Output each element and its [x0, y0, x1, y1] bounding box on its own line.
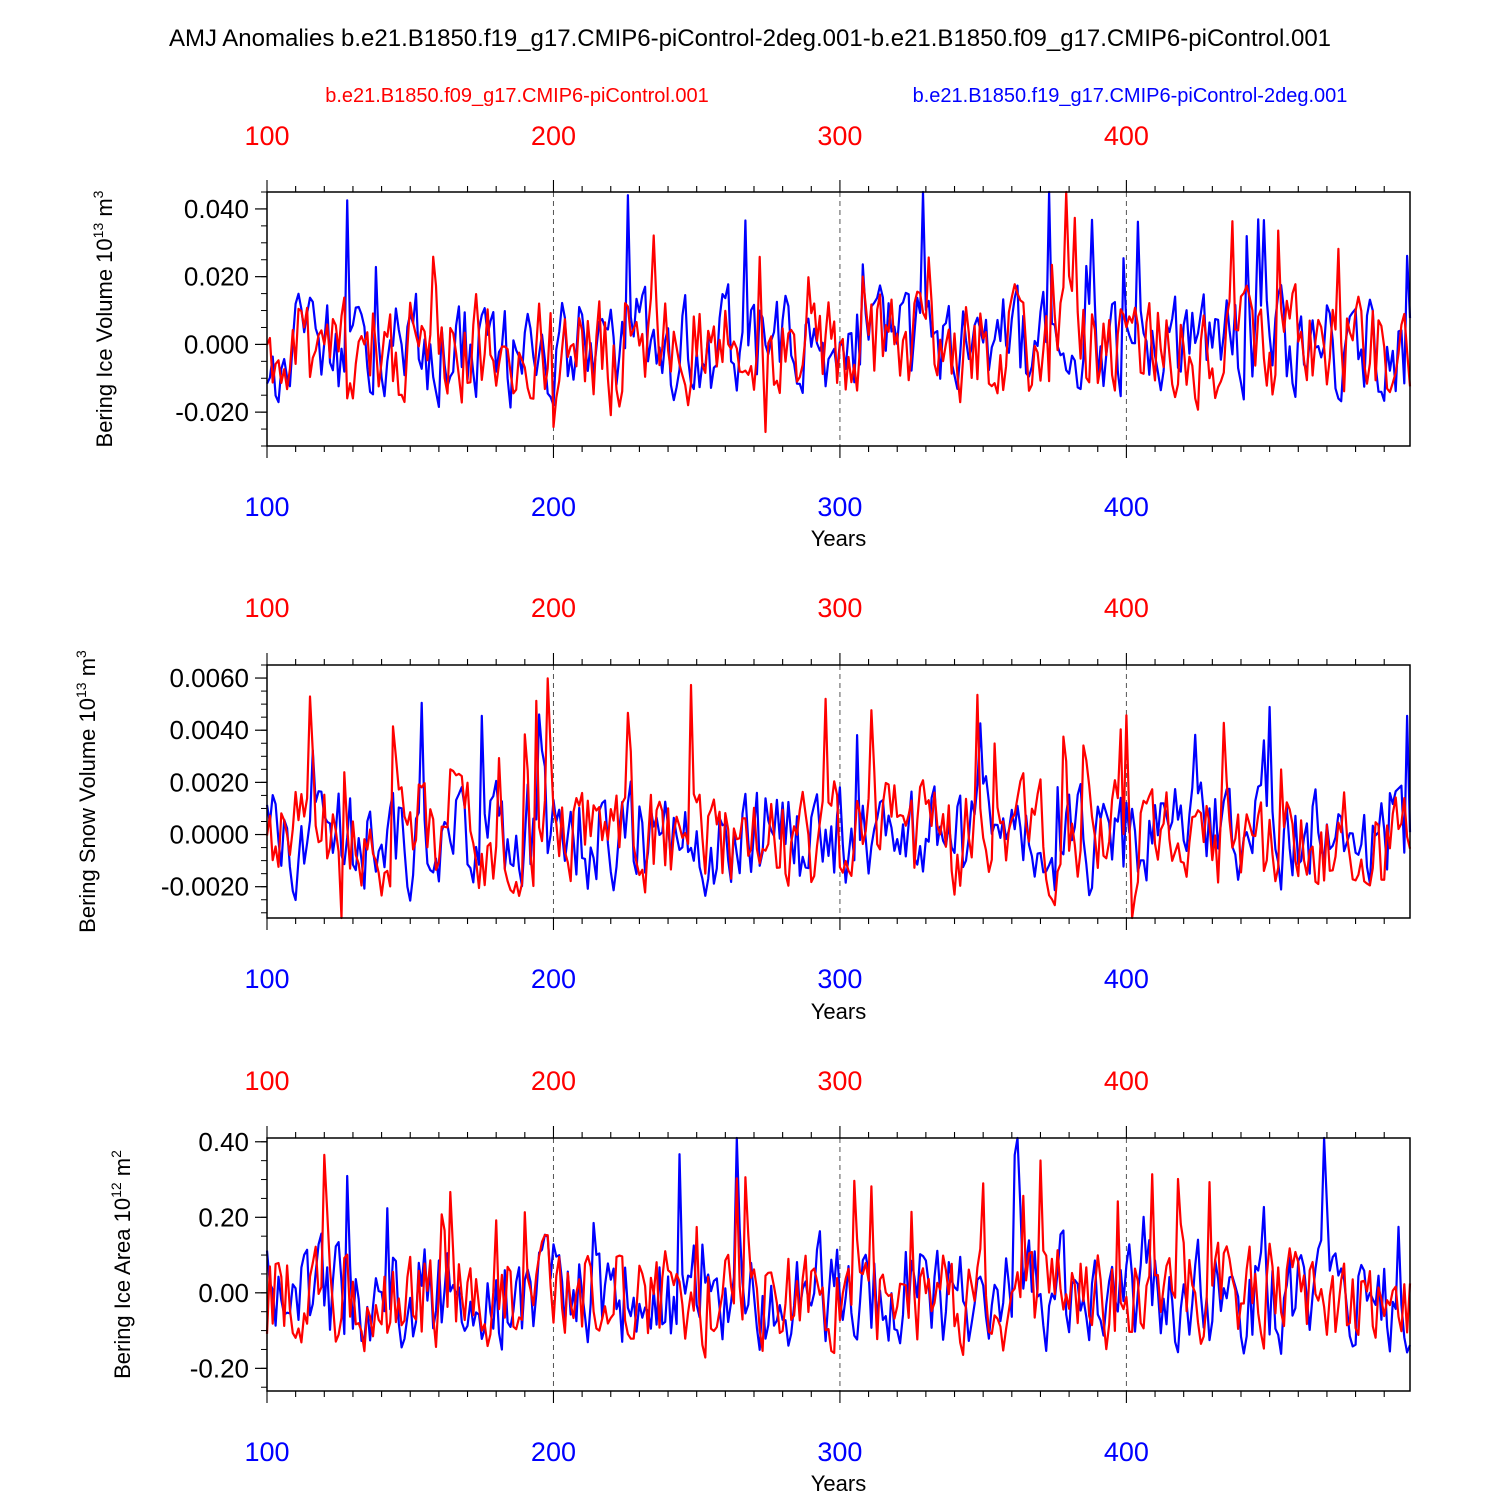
y-axis-label-exponent: 13	[90, 223, 106, 239]
xtick-label-bottom: 300	[817, 964, 862, 994]
y-axis-label-exponent: 13	[73, 682, 89, 698]
series-line-blue	[265, 701, 1412, 902]
y-axis-label-unit-exponent: 2	[108, 1150, 124, 1158]
ytick-label: 0.20	[198, 1202, 249, 1232]
xtick-label-top: 300	[817, 121, 862, 151]
plot-frame	[266, 1137, 1411, 1392]
ytick-label: 0.0060	[169, 663, 249, 693]
xtick-label-top: 100	[244, 121, 289, 151]
xtick-label-top: 400	[1104, 121, 1149, 151]
xtick-label-top: 200	[531, 1066, 576, 1096]
xtick-label-top: 100	[244, 1066, 289, 1096]
x-axis-label: Years	[811, 526, 866, 551]
plot-frame	[266, 191, 1411, 447]
ytick-label: 0.40	[198, 1127, 249, 1157]
xtick-label-bottom: 100	[244, 1437, 289, 1467]
x-axis-label: Years	[811, 1471, 866, 1496]
ytick-label: 0.0000	[169, 820, 249, 850]
series-line-red	[265, 677, 1412, 920]
legend-red-label: b.e21.B1850.f09_g17.CMIP6-piControl.001	[325, 85, 709, 107]
xtick-label-bottom: 400	[1104, 492, 1149, 522]
ytick-label: -0.0020	[161, 872, 249, 902]
figure-title: AMJ Anomalies b.e21.B1850.f19_g17.CMIP6-…	[169, 25, 1331, 52]
ytick-label: -0.20	[190, 1353, 249, 1383]
y-axis-label-unit: m	[92, 198, 117, 222]
xtick-label-bottom: 300	[817, 492, 862, 522]
ytick-label: 0.00	[198, 1278, 249, 1308]
xtick-label-top: 100	[244, 593, 289, 623]
panel-1: -0.020 0.000 0.020 0.040 100 100 200 200 300 300 4…	[90, 121, 1412, 551]
panels: -0.020 0.000 0.020 0.040 100 100 200 200 300 300 4…	[73, 121, 1412, 1496]
plot-frame	[266, 664, 1411, 919]
y-axis-label-unit-exponent: 3	[90, 190, 106, 198]
xtick-label-bottom: 400	[1104, 964, 1149, 994]
xtick-label-bottom: 100	[244, 492, 289, 522]
y-axis-label-main: Bering Ice Area 10	[110, 1198, 135, 1379]
xtick-label-top: 200	[531, 121, 576, 151]
y-axis-label: Bering Ice Volume 1013 m3	[90, 190, 117, 447]
panel-2: -0.0020 0.0000 0.0020 0.0040 0.0060 100 100 200…	[73, 593, 1412, 1024]
xtick-label-top: 400	[1104, 593, 1149, 623]
series-line-red	[265, 190, 1412, 434]
xtick-label-bottom: 200	[531, 1437, 576, 1467]
y-axis-label-unit: m	[110, 1158, 135, 1182]
ytick-label: 0.040	[184, 194, 249, 224]
xtick-label-bottom: 400	[1104, 1437, 1149, 1467]
ytick-label: 0.000	[184, 329, 249, 359]
xtick-label-bottom: 200	[531, 492, 576, 522]
xtick-label-top: 300	[817, 593, 862, 623]
legend-blue-label: b.e21.B1850.f19_g17.CMIP6-piControl-2deg…	[913, 85, 1348, 107]
x-axis-label: Years	[811, 999, 866, 1024]
y-axis-label-unit-exponent: 3	[73, 650, 89, 658]
y-axis-label-main: Bering Ice Volume 10	[92, 238, 117, 447]
y-axis-label-exponent: 12	[108, 1182, 124, 1198]
ytick-label: 0.0040	[169, 715, 249, 745]
xtick-label-top: 300	[817, 1066, 862, 1096]
series-line-red	[265, 1153, 1412, 1359]
y-axis-label-main: Bering Snow Volume 10	[75, 698, 100, 933]
xtick-label-top: 400	[1104, 1066, 1149, 1096]
y-axis-label: Bering Ice Area 1012 m2	[108, 1150, 135, 1379]
y-axis-label-unit: m	[75, 658, 100, 682]
ytick-label: -0.020	[175, 397, 249, 427]
xtick-label-bottom: 100	[244, 964, 289, 994]
y-axis-label: Bering Snow Volume 1013 m3	[73, 650, 100, 933]
xtick-label-top: 200	[531, 593, 576, 623]
ytick-label: 0.0020	[169, 767, 249, 797]
xtick-label-bottom: 300	[817, 1437, 862, 1467]
ytick-label: 0.020	[184, 262, 249, 292]
panel-3: -0.20 0.00 0.20 0.40 100 100 200 200 300 300 400 40…	[108, 1066, 1412, 1496]
xtick-label-bottom: 200	[531, 964, 576, 994]
